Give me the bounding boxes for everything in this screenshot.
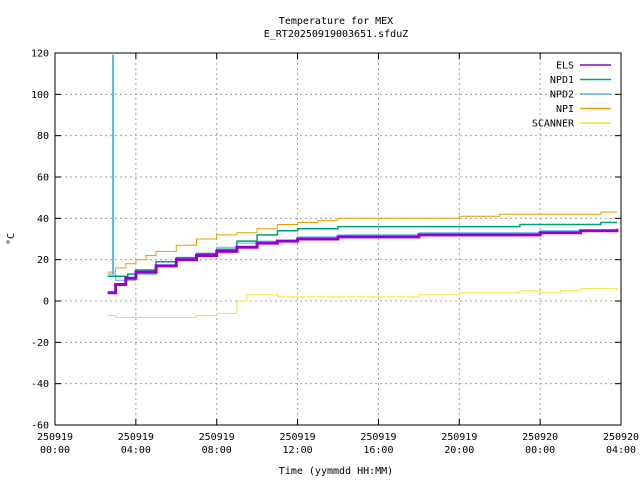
y-tick-label: 40 bbox=[37, 214, 49, 225]
legend-label: NPI bbox=[556, 104, 574, 115]
x-tick-date: 250919 bbox=[280, 432, 316, 443]
y-tick-label: 100 bbox=[31, 90, 49, 101]
x-tick-date: 250919 bbox=[118, 432, 154, 443]
series-line-scanner bbox=[107, 288, 618, 318]
x-tick-time: 00:00 bbox=[525, 445, 555, 456]
x-tick-date: 250919 bbox=[37, 432, 73, 443]
x-tick-time: 08:00 bbox=[202, 445, 232, 456]
y-tick-label: 20 bbox=[37, 255, 49, 266]
x-tick-time: 00:00 bbox=[40, 445, 70, 456]
y-tick-label: -20 bbox=[31, 338, 49, 349]
x-tick-time: 12:00 bbox=[283, 445, 313, 456]
legend-label: ELS bbox=[556, 61, 574, 72]
x-tick-date: 250920 bbox=[522, 432, 558, 443]
series-line-npd2 bbox=[107, 54, 617, 281]
x-axis-ticks: 250919 00:00 250919 04:00 250919 08:00 250919 1… bbox=[37, 53, 639, 456]
y-tick-label: 0 bbox=[43, 297, 49, 308]
legend-label: SCANNER bbox=[532, 119, 575, 130]
y-tick-label: 80 bbox=[37, 131, 49, 142]
y-tick-label: 60 bbox=[37, 173, 49, 184]
x-tick-date: 250919 bbox=[441, 432, 477, 443]
plot-border bbox=[54, 52, 622, 426]
x-tick-date: 250919 bbox=[199, 432, 235, 443]
legend-label: NPD2 bbox=[550, 90, 574, 101]
y-axis-ticks: -60 -40 -20 0 20 40 60 80 100 120 bbox=[31, 49, 621, 432]
chart-subtitle: E_RT20250919003651.sfduZ bbox=[264, 29, 409, 40]
x-tick-time: 04:00 bbox=[121, 445, 151, 456]
x-axis-label: Time (yymmdd HH:MM) bbox=[279, 466, 393, 477]
series-line-els bbox=[107, 228, 619, 295]
chart-title: Temperature for MEX bbox=[279, 16, 393, 27]
y-tick-label: -60 bbox=[31, 421, 49, 432]
x-tick-time: 04:00 bbox=[606, 445, 636, 456]
x-tick-date: 250919 bbox=[360, 432, 396, 443]
series-lines bbox=[107, 54, 619, 318]
legend-label: NPD1 bbox=[550, 75, 574, 86]
x-tick-time: 20:00 bbox=[444, 445, 474, 456]
legend: ELS NPD1 NPD2 NPI SCANNER bbox=[532, 61, 611, 130]
y-axis-label: °C bbox=[6, 233, 17, 245]
y-tick-label: 120 bbox=[31, 49, 49, 60]
y-tick-label: -40 bbox=[31, 379, 49, 390]
x-tick-date: 250920 bbox=[603, 432, 639, 443]
x-tick-time: 16:00 bbox=[363, 445, 393, 456]
series-line-npi bbox=[107, 211, 617, 273]
